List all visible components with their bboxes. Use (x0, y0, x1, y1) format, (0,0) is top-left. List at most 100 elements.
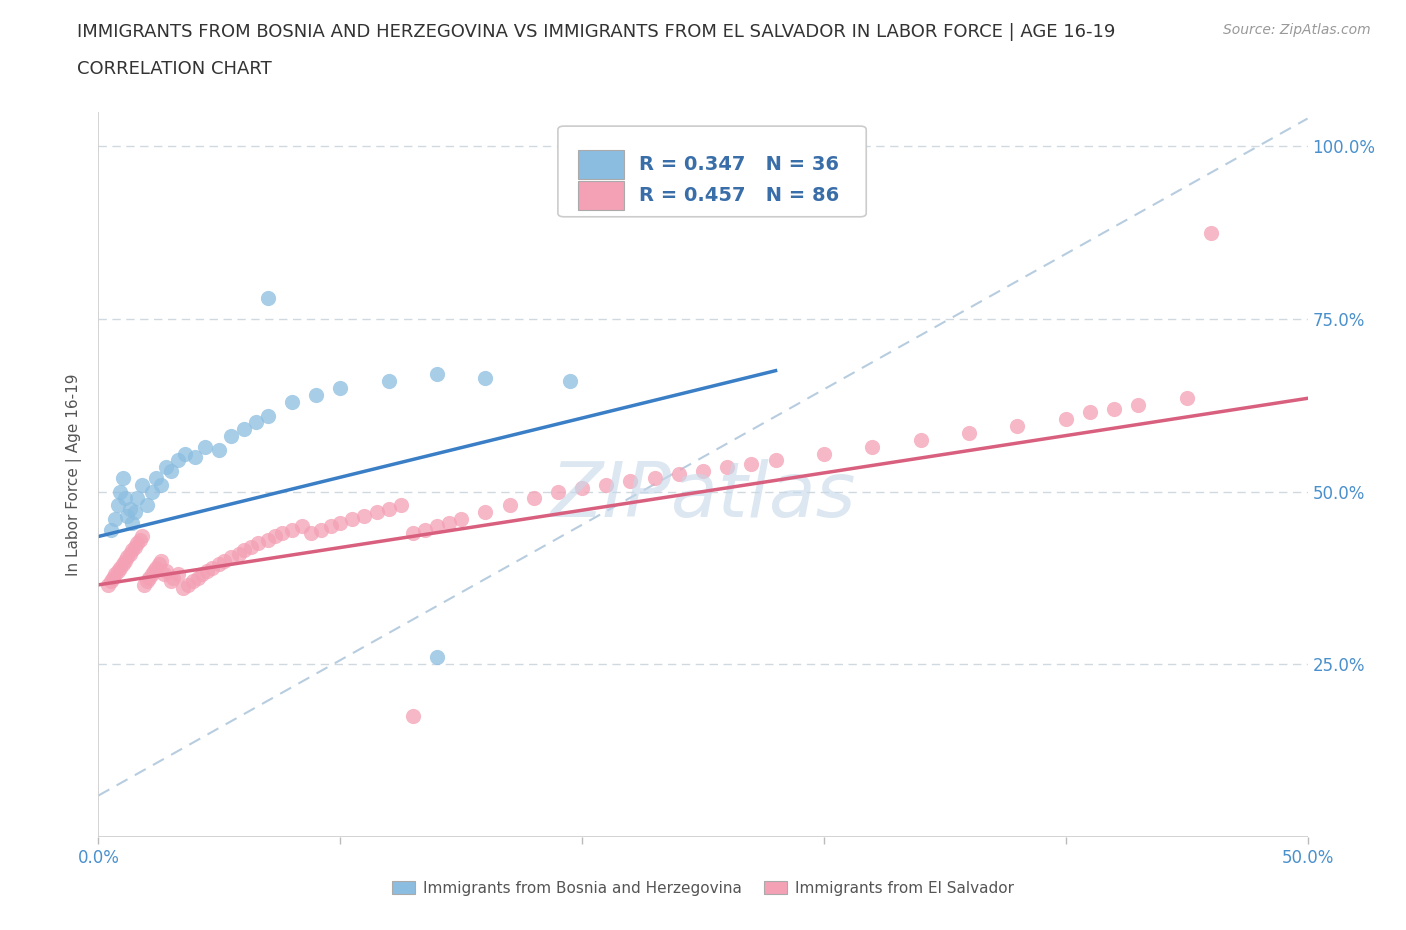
Point (181, 574, 204, 589)
Point (107, 498, 129, 512)
Point (1102, 401, 1125, 416)
Point (342, 512, 364, 526)
Point (108, 485, 131, 499)
Point (100, 574, 122, 589)
Text: R = 0.347   N = 36: R = 0.347 N = 36 (638, 155, 839, 174)
Point (138, 570, 160, 585)
Point (281, 394, 304, 409)
Point (117, 509, 139, 524)
Point (232, 543, 254, 558)
Point (114, 491, 136, 506)
Point (101, 570, 124, 585)
Text: R = 0.457   N = 86: R = 0.457 N = 86 (638, 185, 839, 205)
Point (118, 546, 141, 561)
Point (256, 533, 278, 548)
Text: Source: ZipAtlas.com: Source: ZipAtlas.com (1223, 23, 1371, 37)
Point (127, 491, 149, 506)
Point (353, 509, 375, 524)
Point (239, 539, 262, 554)
Point (247, 536, 270, 551)
Point (290, 519, 312, 534)
Point (127, 536, 149, 551)
Point (172, 581, 194, 596)
Point (402, 709, 425, 724)
Point (377, 374, 399, 389)
Point (402, 525, 425, 540)
Point (426, 519, 449, 534)
Point (160, 463, 183, 478)
Point (121, 543, 143, 558)
Point (1054, 412, 1077, 427)
Point (152, 567, 174, 582)
Point (150, 477, 173, 492)
Point (131, 529, 153, 544)
Point (131, 477, 153, 492)
Y-axis label: In Labor Force | Age 16-19: In Labor Force | Age 16-19 (66, 373, 83, 576)
Point (309, 522, 332, 537)
Point (644, 471, 666, 485)
Point (191, 567, 214, 582)
Point (221, 429, 243, 444)
Point (194, 439, 217, 454)
FancyBboxPatch shape (578, 150, 624, 179)
Point (97, 578, 120, 592)
Text: ZIPatlas: ZIPatlas (550, 459, 856, 533)
Point (107, 564, 129, 578)
Text: IMMIGRANTS FROM BOSNIA AND HERZEGOVINA VS IMMIGRANTS FROM EL SALVADOR IN LABOR F: IMMIGRANTS FROM BOSNIA AND HERZEGOVINA V… (77, 23, 1116, 41)
Point (264, 529, 287, 544)
Point (108, 560, 131, 575)
Point (474, 505, 496, 520)
Point (281, 522, 304, 537)
Point (329, 380, 352, 395)
Point (104, 567, 127, 582)
Point (208, 557, 231, 572)
Point (141, 485, 163, 499)
Point (104, 512, 127, 526)
Point (860, 439, 883, 454)
Point (571, 481, 593, 496)
Point (329, 515, 352, 530)
Point (426, 650, 449, 665)
Point (114, 553, 136, 568)
Point (619, 473, 641, 488)
Point (135, 498, 157, 512)
Point (195, 564, 218, 578)
Point (256, 291, 278, 306)
Point (201, 560, 224, 575)
Point (167, 453, 190, 468)
Point (437, 515, 460, 530)
Point (148, 557, 170, 572)
Point (413, 522, 436, 537)
Point (305, 388, 328, 403)
Point (271, 525, 294, 540)
Point (228, 546, 250, 561)
Point (100, 522, 122, 537)
Point (177, 578, 200, 592)
Point (426, 366, 449, 381)
Point (450, 512, 472, 526)
Point (141, 567, 163, 582)
Point (1175, 391, 1198, 405)
Point (319, 519, 342, 534)
Point (155, 564, 177, 578)
Point (558, 374, 581, 389)
Point (1078, 405, 1101, 419)
FancyBboxPatch shape (578, 180, 624, 209)
Point (523, 491, 546, 506)
Point (1128, 398, 1150, 413)
FancyBboxPatch shape (558, 126, 866, 217)
Point (910, 432, 932, 447)
Point (118, 501, 141, 516)
Point (124, 505, 146, 520)
Point (124, 539, 146, 554)
Point (716, 460, 738, 475)
Point (150, 553, 173, 568)
Point (160, 574, 183, 589)
Point (184, 449, 207, 464)
Point (208, 443, 231, 458)
Point (167, 567, 190, 582)
Point (498, 498, 520, 512)
Point (162, 570, 184, 585)
Point (595, 477, 617, 492)
Point (299, 525, 322, 540)
